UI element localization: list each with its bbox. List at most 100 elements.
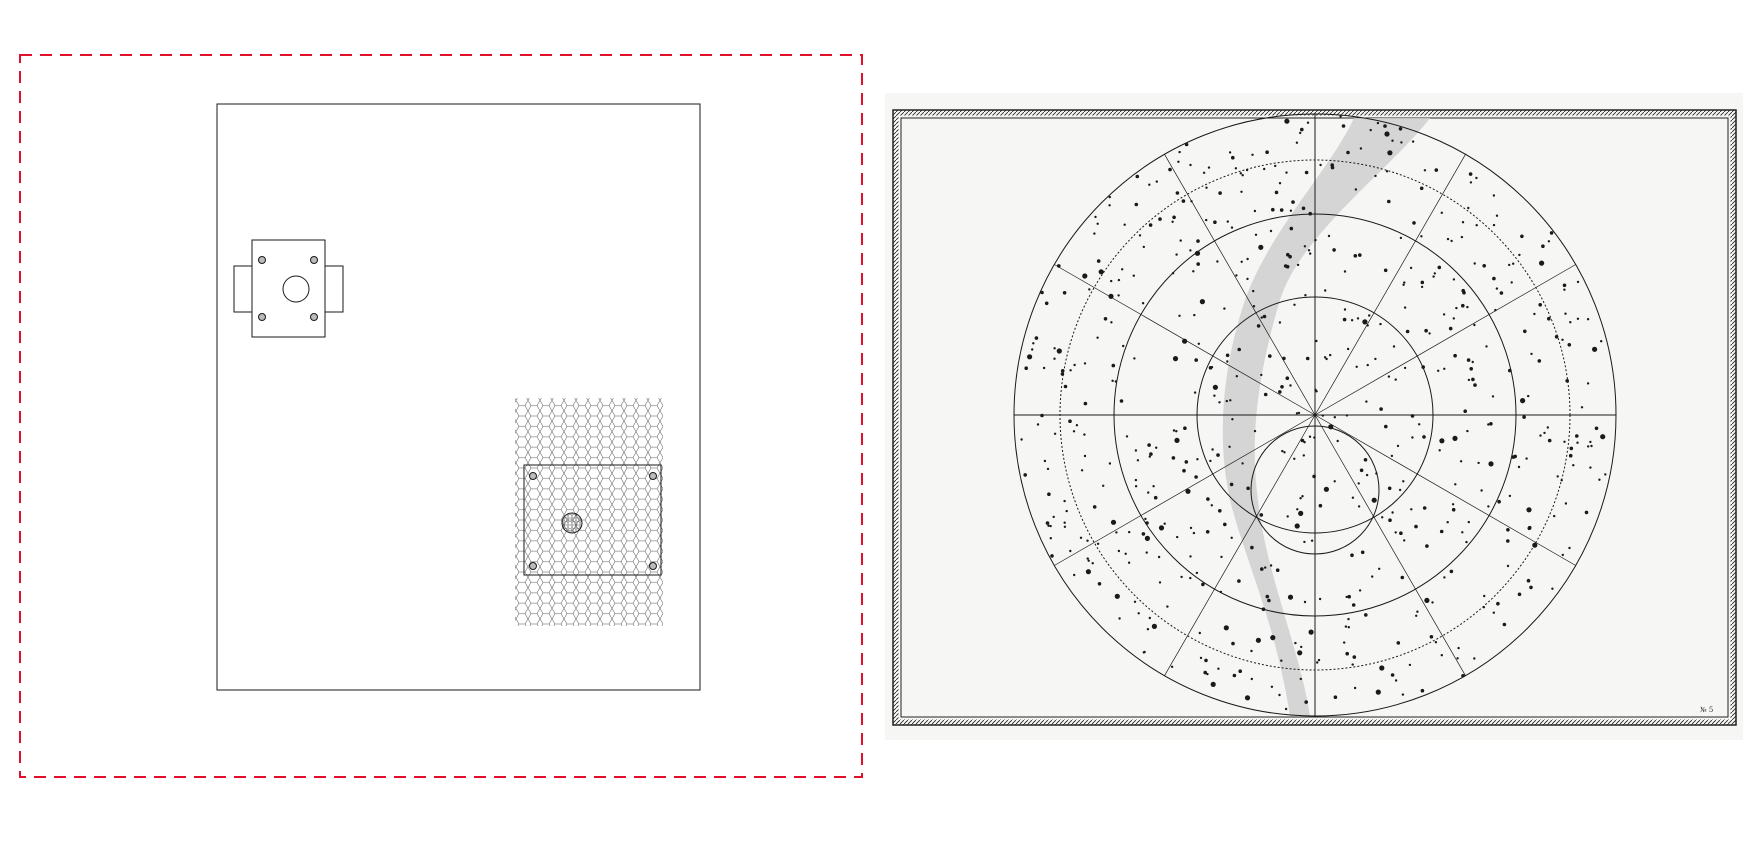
- star: [1364, 613, 1368, 617]
- star: [1410, 508, 1413, 511]
- star: [1408, 663, 1412, 667]
- star: [1284, 118, 1290, 124]
- star: [1044, 301, 1049, 306]
- star: [1174, 437, 1180, 443]
- star: [1414, 524, 1418, 529]
- star: [1461, 221, 1465, 224]
- star: [1300, 645, 1303, 649]
- star: [1034, 336, 1039, 340]
- star: [1403, 366, 1407, 370]
- star: [1495, 287, 1499, 290]
- star: [1237, 347, 1241, 352]
- star: [1313, 436, 1316, 439]
- star: [1565, 379, 1569, 383]
- star: [1402, 480, 1405, 483]
- star: [1177, 160, 1180, 163]
- star: [1223, 522, 1227, 527]
- star: [1526, 507, 1532, 513]
- star: [1469, 367, 1473, 371]
- star: [1235, 375, 1239, 378]
- star: [1569, 321, 1572, 324]
- star: [1491, 395, 1495, 398]
- star: [1212, 384, 1218, 390]
- star: [1379, 322, 1382, 326]
- star: [1324, 289, 1327, 292]
- star: [1196, 239, 1200, 243]
- star: [1449, 569, 1454, 574]
- star: [1083, 401, 1088, 406]
- star: [1323, 486, 1329, 492]
- star: [1529, 585, 1533, 590]
- star: [1182, 468, 1186, 473]
- rect-unit-body: [523, 464, 662, 576]
- star: [1332, 248, 1336, 252]
- star: [1240, 190, 1243, 193]
- star: [1496, 601, 1500, 606]
- star: [1145, 521, 1149, 525]
- star: [1333, 416, 1337, 419]
- star: [1344, 625, 1348, 628]
- star: [1561, 338, 1564, 341]
- bolt-top-left: [258, 256, 266, 264]
- star: [1148, 183, 1151, 186]
- star: [1148, 616, 1152, 620]
- star: [1230, 226, 1234, 229]
- star: [1111, 363, 1116, 368]
- star: [1258, 244, 1264, 250]
- star: [1206, 672, 1209, 676]
- star: [1135, 174, 1140, 179]
- star: [1431, 601, 1434, 604]
- star: [1284, 707, 1288, 711]
- star: [1184, 460, 1189, 464]
- star: [1286, 515, 1289, 518]
- star: [1308, 435, 1312, 438]
- star: [1562, 283, 1567, 288]
- star: [1023, 473, 1027, 477]
- star: [1600, 434, 1606, 440]
- star: [1144, 517, 1147, 521]
- star: [1568, 546, 1571, 550]
- star: [1463, 409, 1467, 414]
- star: [1213, 394, 1216, 397]
- star: [1569, 446, 1574, 451]
- rect-bolt-top-right: [649, 472, 657, 480]
- star: [1148, 455, 1152, 458]
- star: [1473, 383, 1477, 387]
- plate-number: № 5: [1700, 706, 1713, 714]
- star: [1454, 483, 1457, 486]
- star: [1328, 424, 1334, 430]
- star: [1353, 254, 1358, 258]
- star: [1265, 594, 1270, 599]
- star: [1228, 445, 1231, 448]
- star: [1451, 503, 1455, 506]
- star: [1345, 595, 1348, 599]
- star: [1366, 324, 1369, 327]
- star: [1383, 124, 1387, 128]
- star: [1259, 513, 1264, 517]
- star: [1434, 641, 1438, 644]
- star: [1285, 171, 1288, 174]
- hour-spoke: [1164, 414, 1316, 676]
- star: [1114, 593, 1120, 599]
- star: [1418, 423, 1421, 426]
- star: [1118, 617, 1121, 620]
- star: [1047, 524, 1050, 527]
- star: [1031, 348, 1034, 351]
- star: [1308, 629, 1314, 635]
- star: [1457, 646, 1460, 650]
- star: [1394, 679, 1398, 682]
- star: [1365, 473, 1369, 477]
- star: [1399, 236, 1403, 240]
- star: [1231, 155, 1235, 160]
- star-chart: [1013, 113, 1617, 717]
- star: [1134, 478, 1138, 482]
- star: [1371, 497, 1377, 503]
- star: [1123, 223, 1126, 226]
- star: [1488, 461, 1494, 467]
- star: [1229, 482, 1234, 487]
- star: [1158, 581, 1162, 584]
- star: [1462, 290, 1466, 295]
- star: [1556, 475, 1559, 478]
- star: [1083, 433, 1086, 436]
- star: [1312, 474, 1316, 479]
